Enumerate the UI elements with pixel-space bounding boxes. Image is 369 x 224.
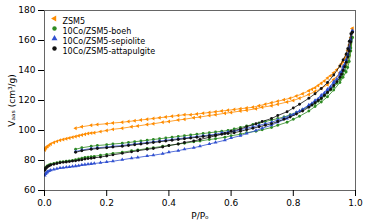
svg-text:Vₐₐₛ (cm³/g): Vₐₐₛ (cm³/g) [7, 74, 17, 127]
svg-text:0.0: 0.0 [37, 198, 52, 208]
svg-text:10Co/ZSM5-sepiolite: 10Co/ZSM5-sepiolite [63, 37, 146, 46]
svg-text:ZSM5: ZSM5 [63, 17, 86, 26]
svg-text:60: 60 [24, 185, 36, 195]
svg-text:120: 120 [18, 95, 35, 105]
svg-text:10Co/ZSM5-boeh: 10Co/ZSM5-boeh [63, 27, 132, 36]
svg-text:100: 100 [18, 125, 35, 135]
svg-text:140: 140 [18, 65, 35, 75]
svg-text:0.2: 0.2 [100, 198, 114, 208]
svg-text:0.6: 0.6 [224, 198, 239, 208]
svg-text:0.4: 0.4 [162, 198, 177, 208]
svg-text:160: 160 [18, 35, 35, 45]
svg-text:P/Pₒ: P/Pₒ [191, 211, 209, 221]
svg-text:1.0: 1.0 [348, 198, 363, 208]
svg-text:180: 180 [18, 5, 35, 15]
svg-text:80: 80 [24, 155, 36, 165]
svg-text:0.8: 0.8 [286, 198, 301, 208]
svg-text:10Co/ZSM5-attapulgite: 10Co/ZSM5-attapulgite [63, 47, 156, 56]
